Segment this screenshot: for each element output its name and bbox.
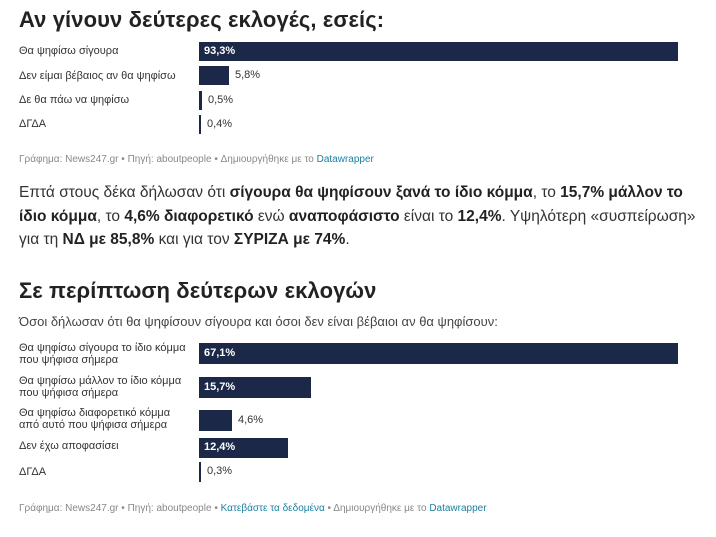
paragraph-text: . [345,231,350,248]
bar-value-label: 0,4% [207,118,233,130]
bar [199,42,678,61]
bar-value-label: 93,3% [204,45,236,57]
bar-row: Θα ψηφίσω διαφορετικό κόμμα από αυτό που… [19,407,699,435]
bar-row: Θα ψηφίσω μάλλον το ίδιο κόμμα που ψήφισ… [19,375,699,403]
paragraph-text: και για τον [154,231,234,248]
bar-value-label: 15,7% [204,381,236,393]
footer-separator: • [214,154,218,165]
paragraph-text: , το [532,184,561,201]
bar-row: ΔΓΔΑ 0,4% [19,114,699,134]
bar-label: Δεν έχω αποφασίσει [19,440,119,452]
paragraph-text: . Υψηλότερη «συσπείρωση» για τη [19,207,696,249]
chart2-footer: Γράφημα: News247.gr • Πηγή: aboutpeople … [19,503,487,514]
paragraph-bold: αναποφάσιστο [288,207,400,225]
paragraph-text: είναι το [399,207,458,225]
download-data-link[interactable]: Κατεβάστε τα δεδομένα [220,503,325,514]
bar-label: Θα ψηφίσω μάλλον το ίδιο κόμμα που ψήφισ… [19,375,182,399]
article-paragraph: Επτά στους δέκα δήλωσαν ότι σίγουρα θα ψ… [19,181,699,252]
bar-row: ΔΓΔΑ 0,3% [19,462,699,482]
bar-row: Θα ψηφίσω σίγουρα το ίδιο κόμμα που ψήφι… [19,342,699,370]
bar [199,91,202,110]
bar [199,115,201,134]
bar-value-label: 0,3% [207,465,233,477]
bar-value-label: 12,4% [204,441,236,453]
chart2: Θα ψηφίσω σίγουρα το ίδιο κόμμα που ψήφι… [19,0,699,500]
chart1-footer-byline: Γράφημα: News247.gr [19,154,119,165]
bar [199,343,678,364]
bar-value-label: 5,8% [235,69,261,81]
chart1-footer-created: Δημιουργήθηκε με το [220,154,314,165]
bar-row: Δεν έχω αποφασίσει 12,4% [19,438,699,458]
bar-row: Δε θα πάω να ψηφίσω 0,5% [19,90,699,110]
chart2-footer-created: Δημιουργήθηκε με το [333,503,427,514]
chart2-footer-byline: Γράφημα: News247.gr [19,503,119,514]
paragraph-bold: ΣΥΡΙΖΑ με 74% [233,231,346,248]
paragraph-bold: 12,4% [457,207,502,225]
bar-label: Θα ψηφίσω σίγουρα [19,45,119,57]
footer-separator: • [327,503,332,514]
bar [199,377,311,398]
paragraph-bold: 15,7% μάλλον το ίδιο κόμμα [19,184,683,225]
paragraph-text: ενώ [253,207,289,225]
bar [199,438,288,458]
footer-separator: • [121,154,125,165]
chart2-title: Σε περίπτωση δεύτερων εκλογών [19,278,377,303]
paragraph-text: Επτά στους δέκα δήλωσαν ότι [19,184,230,201]
bar-label: Δεν είμαι βέβαιος αν θα ψηφίσω [19,70,176,82]
paragraph-bold: σίγουρα θα ψηφίσουν ξανά το ίδιο κόμμα [229,184,533,201]
bar-label: ΔΓΔΑ [19,466,47,478]
bar-label: Θα ψηφίσω σίγουρα το ίδιο κόμμα που ψήφι… [19,342,186,366]
chart2-subtitle: Όσοι δήλωσαν ότι θα ψηφίσουν σίγουρα και… [19,314,498,329]
bar-row: Δεν είμαι βέβαιος αν θα ψηφίσω 5,8% [19,65,699,85]
paragraph-text: , το [96,207,125,225]
chart1-title: Αν γίνουν δεύτερες εκλογές, εσείς: [19,7,385,32]
footer-separator: • [214,503,218,514]
paragraph-bold: ΝΔ με 85,8% [62,231,155,248]
paragraph-bold: 4,6% διαφορετικό [124,207,254,225]
chart2-footer-source: Πηγή: aboutpeople [127,503,212,514]
datawrapper-link[interactable]: Datawrapper [316,154,374,165]
bar [199,462,201,482]
bar-label: ΔΓΔΑ [19,118,47,130]
bar-value-label: 0,5% [208,94,234,106]
chart1-footer-source: Πηγή: aboutpeople [127,154,212,165]
chart1: Θα ψηφίσω σίγουρα 93,3% Δεν είμαι βέβαιος … [19,0,699,160]
bar-label: Δε θα πάω να ψηφίσω [19,94,130,106]
bar-label: Θα ψηφίσω διαφορετικό κόμμα από αυτό που… [19,407,171,431]
chart1-footer: Γράφημα: News247.gr • Πηγή: aboutpeople … [19,154,374,165]
bar [199,410,232,431]
datawrapper-link[interactable]: Datawrapper [429,503,487,514]
bar [199,66,229,85]
bar-value-label: 4,6% [238,414,264,426]
bar-value-label: 67,1% [204,347,236,359]
bar-row: Θα ψηφίσω σίγουρα 93,3% [19,41,699,61]
footer-separator: • [121,503,125,514]
